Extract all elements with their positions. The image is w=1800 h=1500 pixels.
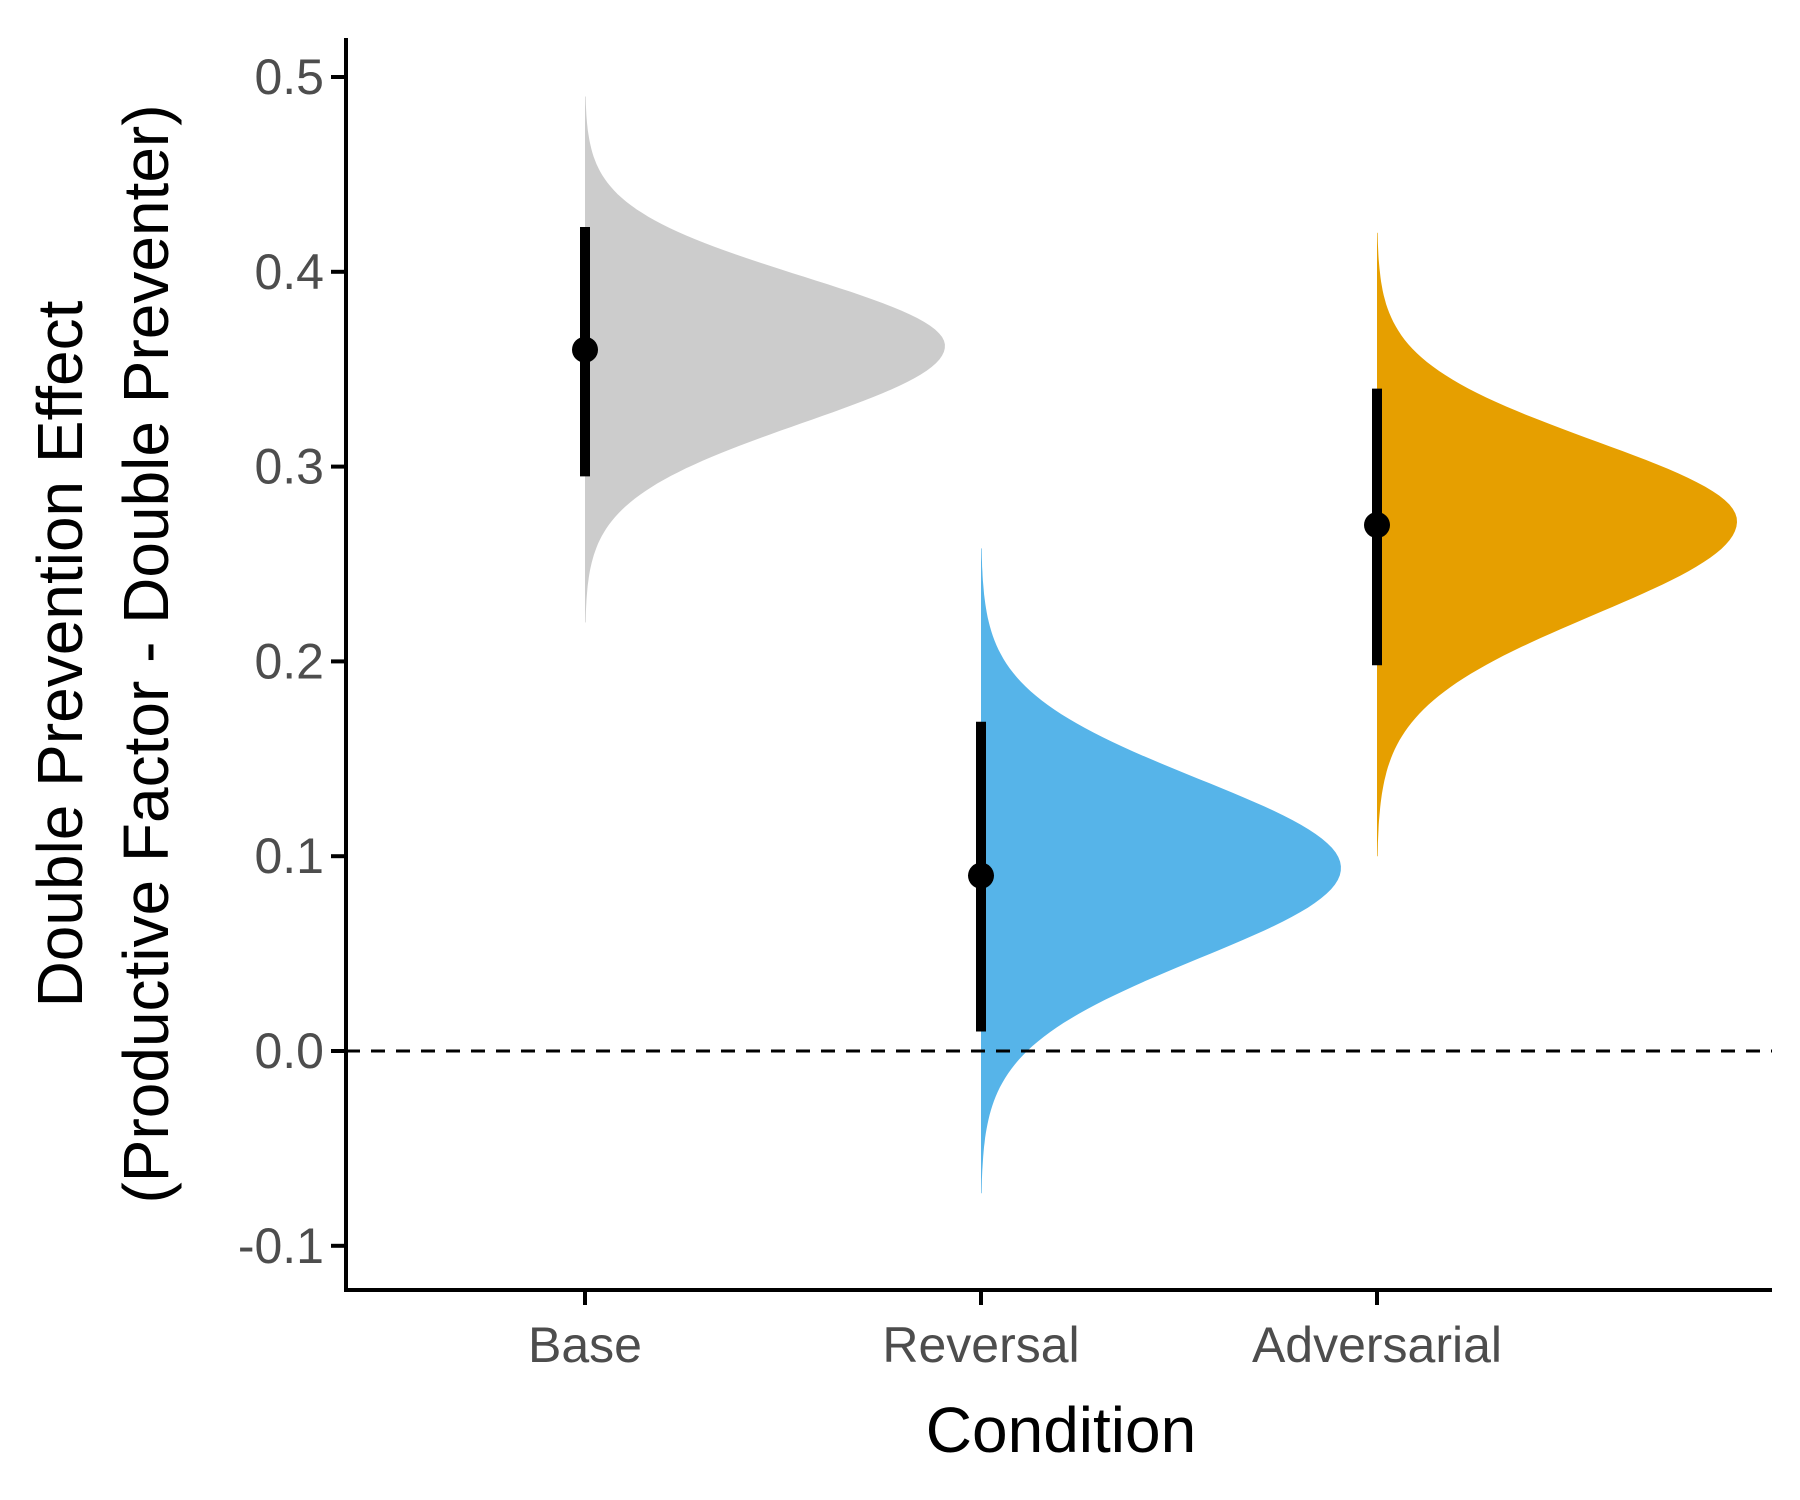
density-base [585, 96, 945, 623]
x-ticks: Base Reversal Adversarial [528, 1290, 1502, 1373]
y-tick-label: 0.2 [254, 633, 324, 689]
y-tick-label: 0.4 [254, 244, 324, 300]
y-tick-label: 0.1 [254, 828, 324, 884]
point-estimate-reversal [968, 862, 994, 889]
x-tick-label: Adversarial [1252, 1317, 1502, 1373]
y-axis-title-line1: Double Prevention Effect [24, 300, 96, 1007]
x-tick-label: Reversal [882, 1317, 1079, 1373]
y-axis-title-line2: (Productive Factor - Double Preventer) [110, 104, 182, 1203]
x-axis-title: Condition [926, 1394, 1196, 1466]
axes [344, 38, 1772, 1292]
y-tick-label: 0.0 [254, 1023, 324, 1079]
density-reversal [981, 548, 1341, 1194]
interval-layer [572, 226, 1390, 1032]
density-layer [585, 96, 1737, 1194]
density-adversarial [1377, 232, 1737, 857]
y-ticks: -0.1 0.0 0.1 0.2 0.3 0.4 0.5 [238, 49, 346, 1274]
y-tick-label: 0.5 [254, 49, 324, 105]
y-tick-label: -0.1 [238, 1218, 324, 1274]
point-estimate-adversarial [1364, 512, 1390, 539]
x-tick-label: Base [528, 1317, 642, 1373]
y-tick-label: 0.3 [254, 439, 324, 495]
point-estimate-base [572, 336, 598, 363]
